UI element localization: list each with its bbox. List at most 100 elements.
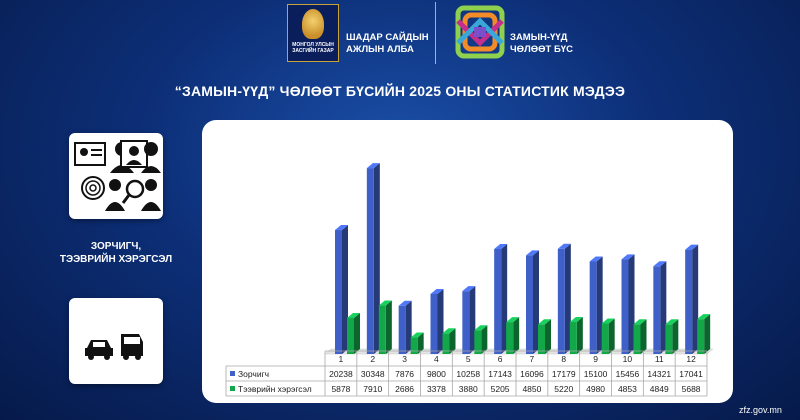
bar-1-5 — [506, 322, 514, 354]
bar-1-2 — [410, 337, 418, 354]
bar-1-7 — [569, 322, 577, 354]
bar-1-8 — [601, 323, 609, 354]
bar-top-1-11 — [697, 314, 711, 320]
bar-top-1-1 — [378, 300, 392, 306]
chart-panel: 1 2 3 4 5 6 7 8 9 10 11 12 Зорчигч 20238 30348 7876 9800… — [202, 120, 733, 403]
x-tick-label-0: 1 — [339, 354, 344, 364]
x-tick-label-4: 5 — [466, 354, 471, 364]
bar-top-1-5 — [506, 317, 520, 323]
bar-side-0-3 — [437, 288, 444, 354]
bar-1-6 — [538, 324, 545, 354]
data-label-0-9: 15456 — [616, 369, 640, 379]
data-label-1-3: 3378 — [427, 384, 446, 394]
bar-side-1-0 — [354, 312, 360, 354]
bar-side-1-9 — [640, 319, 647, 354]
bar-1-4 — [474, 330, 482, 354]
data-label-1-9: 4853 — [618, 384, 637, 394]
data-label-0-7: 17179 — [552, 369, 576, 379]
bar-top-0-8 — [589, 256, 603, 262]
bar-side-0-11 — [692, 244, 699, 354]
government-logo-text: МОНГОЛ УЛСЫН ЗАСГИЙН ГАЗАР — [292, 42, 334, 54]
bar-0-5 — [494, 248, 502, 354]
bar-0-4 — [462, 291, 470, 354]
bar-side-1-6 — [545, 319, 551, 354]
bar-top-1-3 — [442, 328, 456, 334]
bar-top-1-7 — [569, 317, 583, 323]
data-label-0-5: 17143 — [488, 369, 512, 379]
bar-0-11 — [685, 249, 693, 354]
x-tick-label-8: 9 — [593, 354, 598, 364]
bar-side-1-1 — [385, 300, 392, 354]
agency-name: ШАДАР САЙДЫН АЖЛЫН АЛБА — [346, 32, 429, 56]
bar-top-0-9 — [621, 254, 635, 260]
x-tick-label-2: 3 — [402, 354, 407, 364]
bar-0-10 — [653, 266, 661, 354]
data-label-1-1: 7910 — [363, 384, 382, 394]
data-label-1-5: 5205 — [491, 384, 510, 394]
bar-0-8 — [589, 261, 597, 354]
bar-top-0-10 — [653, 261, 667, 267]
bar-0-9 — [621, 259, 629, 354]
passengers-card — [69, 133, 163, 219]
data-label-1-0: 5878 — [331, 384, 350, 394]
government-logo: МОНГОЛ УЛСЫН ЗАСГИЙН ГАЗАР — [287, 4, 339, 62]
x-tick-label-6: 7 — [530, 354, 535, 364]
bar-top-0-5 — [494, 243, 508, 249]
bar-side-0-9 — [628, 254, 635, 354]
bar-side-0-10 — [660, 261, 667, 354]
data-label-1-11: 5688 — [682, 384, 701, 394]
header-divider — [435, 2, 436, 64]
bar-side-0-0 — [342, 225, 348, 354]
bar-side-1-11 — [704, 314, 711, 354]
bar-side-1-10 — [672, 319, 679, 354]
legend-key-1 — [230, 386, 235, 391]
bar-side-0-7 — [564, 243, 571, 354]
legend-key-0 — [230, 371, 235, 376]
bar-0-3 — [430, 293, 438, 354]
bar-0-2 — [398, 305, 406, 354]
bar-1-10 — [665, 324, 673, 354]
bar-top-0-6 — [526, 250, 539, 256]
data-label-1-4: 3880 — [459, 384, 478, 394]
legend-label-1: Тээврийн хэрэгсэл — [238, 384, 312, 394]
zone-name: ЗАМЫН-ҮҮД ЧӨЛӨӨТ БҮС — [510, 32, 573, 56]
bar-top-1-10 — [665, 319, 679, 325]
bar-top-0-4 — [462, 286, 476, 292]
agency-name-line2: АЖЛЫН АЛБА — [346, 44, 414, 55]
bar-top-0-0 — [335, 225, 348, 231]
bar-1-11 — [697, 319, 705, 354]
bar-side-0-6 — [533, 250, 539, 354]
bar-side-0-8 — [596, 256, 603, 354]
bar-0-0 — [335, 230, 342, 354]
data-label-0-1: 30348 — [361, 369, 385, 379]
bar-top-1-4 — [474, 325, 488, 331]
data-label-0-4: 10258 — [456, 369, 480, 379]
bar-side-0-1 — [373, 163, 380, 354]
bar-side-0-4 — [469, 286, 476, 354]
data-label-0-8: 15100 — [584, 369, 608, 379]
bar-0-1 — [366, 168, 374, 354]
car-and-van-icon — [85, 334, 143, 360]
bar-side-1-3 — [449, 328, 456, 354]
people-document-fingerprint-icon — [74, 140, 161, 211]
x-tick-label-5: 6 — [498, 354, 503, 364]
bar-0-7 — [557, 248, 565, 354]
bar-side-1-5 — [513, 317, 520, 354]
data-label-0-3: 9800 — [427, 369, 446, 379]
page-title: “ЗАМЫН-ҮҮД” ЧӨЛӨӨТ БҮСИЙН 2025 ОНЫ СТАТИ… — [174, 83, 626, 99]
data-label-1-7: 5220 — [554, 384, 573, 394]
bar-top-1-0 — [347, 312, 360, 318]
agency-name-line1: ШАДАР САЙДЫН — [346, 32, 429, 43]
bar-side-1-2 — [417, 332, 424, 354]
category-label-line2: ТЭЭВРИЙН ХЭРЭГСЭЛ — [59, 254, 173, 265]
x-tick-label-1: 2 — [370, 354, 375, 364]
site-url: zfz.gov.mn — [739, 405, 782, 415]
data-label-0-0: 20238 — [329, 369, 353, 379]
zamyn-uud-knot-logo-icon — [455, 5, 505, 59]
data-label-1-6: 4850 — [522, 384, 541, 394]
x-tick-label-3: 4 — [434, 354, 439, 364]
bar-1-0 — [347, 317, 354, 354]
vehicles-card — [69, 298, 163, 384]
data-label-0-2: 7876 — [395, 369, 414, 379]
